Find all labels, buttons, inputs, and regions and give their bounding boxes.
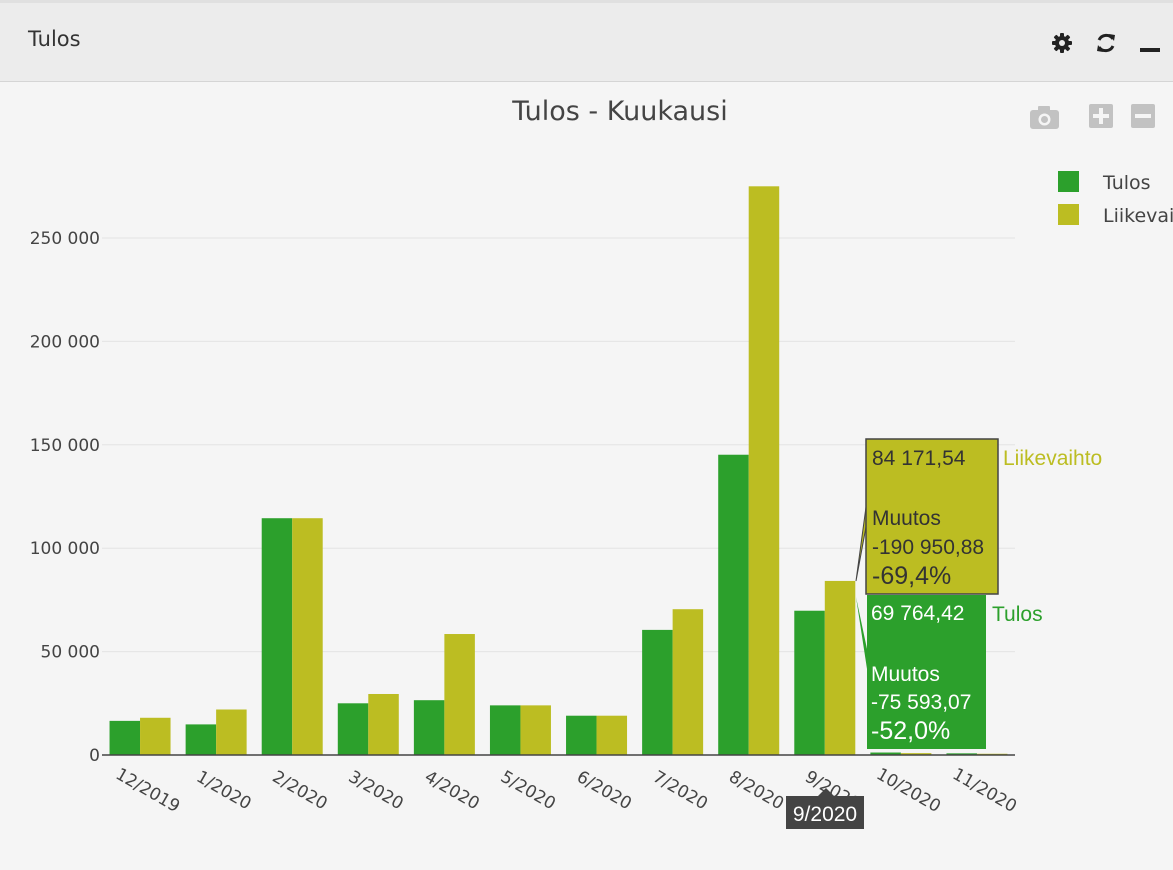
tooltip-change-pct-tulos: -52,0%	[871, 717, 950, 745]
minimize-icon[interactable]	[1139, 32, 1161, 54]
x-tick-label: 4/2020	[421, 767, 483, 814]
camera-icon[interactable]	[1030, 106, 1059, 129]
y-tick-label: 250 000	[30, 229, 100, 249]
y-tick-label: 100 000	[30, 539, 100, 559]
y-tick-label: 50 000	[41, 643, 100, 663]
bar-liikevaihto[interactable]	[292, 518, 323, 755]
tooltip-value-tulos: 69 764,42	[871, 602, 964, 625]
bar-tulos[interactable]	[489, 705, 521, 755]
bar-tulos[interactable]	[642, 629, 673, 755]
bar-tulos[interactable]	[718, 454, 749, 755]
zoom-out-icon[interactable]	[1131, 104, 1155, 128]
legend-item-liikevaihto[interactable]: Liikevai	[1058, 204, 1173, 227]
tooltip-box-liikevaihto	[865, 438, 999, 595]
bar-tulos[interactable]	[566, 715, 597, 755]
bar-liikevaihto[interactable]	[672, 609, 704, 755]
tooltip-change-label-liikevaihto: Muutos	[872, 507, 941, 530]
x-tick-label: 8/2020	[725, 767, 787, 814]
x-tick-label: 1/2020	[193, 767, 255, 814]
x-hover-label-text: 9/2020	[793, 803, 857, 826]
bar-liikevaihto[interactable]	[900, 753, 932, 755]
x-tick-label: 2/2020	[269, 767, 331, 814]
legend-label: Tulos	[1102, 172, 1151, 194]
tooltip-pointer-tulos	[856, 597, 867, 669]
bar-tulos[interactable]	[261, 518, 293, 755]
y-tick-label: 150 000	[30, 436, 100, 456]
bars[interactable]	[109, 186, 1008, 756]
x-axis: 12/2019 1/2020 2/2020 3/2020 4/2020 5/2020 6/2…	[112, 764, 1020, 817]
bar-tulos[interactable]	[109, 720, 141, 755]
bar-liikevaihto[interactable]	[216, 709, 247, 755]
hover-tooltips: 69 764,42 Muutos -75 593,07 -52,0% Tulos…	[786, 438, 1102, 829]
legend-label: Liikevai	[1103, 205, 1173, 227]
bar-liikevaihto[interactable]	[596, 715, 628, 755]
y-tick-label: 0	[89, 746, 100, 766]
tooltip-series-name-tulos: Tulos	[992, 603, 1043, 626]
tooltip-change-pct-liikevaihto: -69,4%	[872, 562, 951, 590]
bar-liikevaihto[interactable]	[444, 634, 475, 755]
refresh-icon[interactable]	[1095, 32, 1117, 54]
bar-tulos[interactable]	[794, 610, 825, 755]
x-tick-label: 3/2020	[345, 767, 407, 814]
x-tick-label: 10/2020	[873, 764, 944, 817]
tooltip-change-value-liikevaihto: -190 950,88	[872, 536, 984, 559]
tooltip-pointer-liikevaihto	[855, 506, 867, 582]
bar-liikevaihto[interactable]	[748, 186, 780, 756]
tooltip-box-tulos	[867, 595, 986, 749]
panel-header: Tulos	[0, 0, 1173, 82]
legend-swatch	[1058, 171, 1079, 192]
grid	[102, 237, 1015, 653]
bar-liikevaihto[interactable]	[520, 705, 551, 755]
panel-title: Tulos	[28, 27, 81, 51]
bar-liikevaihto[interactable]	[140, 717, 171, 755]
tooltip-value-liikevaihto: 84 171,54	[872, 447, 966, 470]
legend-swatch	[1058, 204, 1079, 225]
tooltip-change-label-tulos: Muutos	[871, 663, 940, 686]
modebar	[1030, 104, 1155, 129]
x-tick-label: 7/2020	[649, 767, 711, 814]
x-tick-label: 6/2020	[573, 767, 635, 814]
gear-icon[interactable]	[1051, 32, 1073, 54]
chart-title: Tulos - Kuukausi	[511, 96, 727, 127]
zoom-in-icon[interactable]	[1089, 104, 1113, 128]
tooltip-series-name-liikevaihto: Liikevaihto	[1003, 447, 1102, 470]
bar-liikevaihto[interactable]	[368, 693, 399, 755]
x-tick-label: 5/2020	[497, 767, 559, 814]
bar-liikevaihto[interactable]	[824, 580, 856, 755]
bar-tulos[interactable]	[337, 703, 369, 755]
bar-tulos[interactable]	[413, 700, 445, 755]
x-hover-label: 9/2020	[786, 788, 864, 829]
bar-tulos[interactable]	[185, 724, 217, 755]
legend-item-tulos[interactable]: Tulos	[1058, 171, 1151, 194]
bar-tulos[interactable]	[870, 752, 901, 755]
bar-tulos[interactable]	[946, 753, 977, 755]
legend: Tulos Liikevai	[1058, 171, 1173, 227]
chart: 0 50 000 100 000 150 000 200 000 250 000 12/2…	[30, 96, 1173, 829]
y-axis: 0 50 000 100 000 150 000 200 000 250 000	[30, 229, 100, 766]
x-tick-label: 11/2020	[949, 764, 1020, 817]
x-tick-label: 12/2019	[112, 764, 183, 817]
tooltip-change-value-tulos: -75 593,07	[871, 691, 971, 714]
y-tick-label: 200 000	[30, 332, 100, 352]
